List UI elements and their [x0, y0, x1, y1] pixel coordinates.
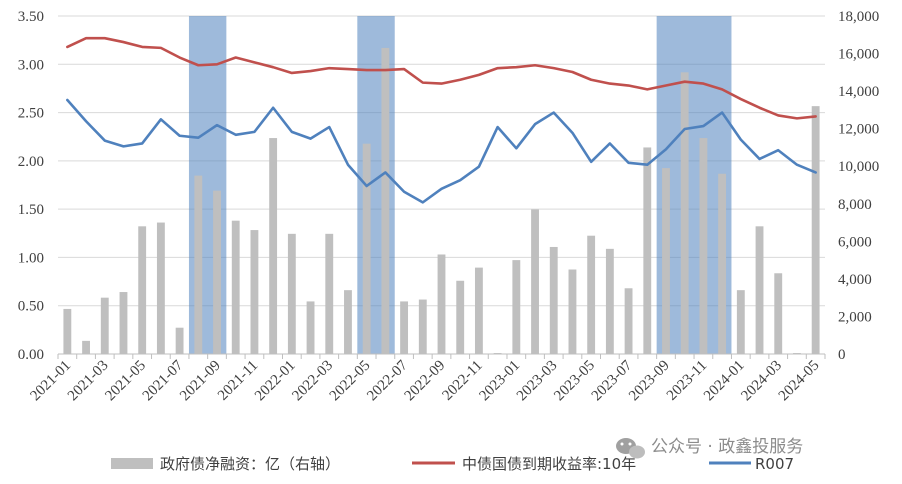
bar — [138, 226, 147, 354]
x-tick-label: 2023-03 — [514, 358, 561, 405]
bar — [194, 175, 203, 354]
x-tick-label: 2024-03 — [738, 358, 785, 405]
bar — [643, 147, 652, 354]
right-tick-label: 12,000 — [838, 122, 879, 138]
legend-label-r007: R007 — [755, 455, 794, 473]
x-tick-label: 2023-01 — [476, 358, 523, 405]
right-tick-label: 14,000 — [838, 84, 879, 100]
bar — [344, 290, 352, 354]
bar — [755, 226, 764, 354]
right-tick-label: 4,000 — [838, 272, 872, 288]
bar — [362, 143, 371, 354]
x-axis-ticks: 2021-012021-032021-052021-072021-092021-… — [28, 354, 826, 405]
bar — [63, 308, 72, 354]
right-axis-ticks: 0 2,000 4,000 6,000 8,000 10,000 12,000 14,000 1… — [838, 9, 879, 363]
x-tick-label: 2021-11 — [215, 358, 261, 404]
series-line — [66, 36, 817, 120]
bar — [605, 248, 614, 354]
right-tick-label: 6,000 — [838, 234, 872, 250]
bar — [512, 260, 521, 354]
bar — [474, 267, 483, 354]
x-tick-label: 2022-11 — [439, 358, 485, 404]
bar — [699, 138, 708, 354]
left-tick-label: 1.00 — [18, 250, 44, 266]
x-tick-label: 2022-07 — [364, 357, 411, 404]
bar — [456, 280, 465, 354]
left-tick-label: 3.50 — [18, 9, 44, 25]
series-line — [66, 98, 817, 204]
x-tick-label: 2024-05 — [776, 358, 823, 405]
left-tick-label: 0.00 — [18, 347, 44, 363]
left-tick-label: 1.50 — [18, 202, 44, 218]
right-tick-label: 8,000 — [838, 197, 872, 213]
x-tick-label: 2023-11 — [664, 358, 710, 404]
watermark-text: 公众号 · 政鑫投服务 — [651, 437, 803, 457]
bar — [680, 72, 689, 354]
bar — [287, 233, 296, 354]
bar — [568, 269, 577, 354]
x-tick-label: 2021-09 — [177, 358, 224, 405]
watermark: 公众号 · 政鑫投服务 — [616, 437, 803, 459]
x-tick-label: 2022-09 — [402, 358, 449, 405]
x-tick-label: 2021-03 — [65, 358, 112, 405]
bar — [437, 254, 446, 354]
x-tick-label: 2021-07 — [140, 357, 187, 404]
x-tick-label: 2021-05 — [102, 358, 149, 405]
x-tick-label: 2023-09 — [626, 358, 673, 405]
right-tick-label: 0 — [838, 347, 846, 363]
legend-label-bar: 政府债净融资：亿（右轴） — [160, 455, 340, 473]
legend-swatch-bar — [111, 458, 153, 469]
bar — [100, 297, 109, 354]
left-tick-label: 0.50 — [18, 299, 44, 315]
bar — [119, 292, 128, 354]
bar — [418, 299, 427, 354]
legend-label-10y: 中债国债到期收益率:10年 — [462, 455, 636, 473]
bar — [306, 301, 315, 354]
left-tick-label: 2.50 — [18, 106, 44, 122]
bar — [549, 246, 558, 354]
bar — [774, 273, 783, 354]
legend: 政府债净融资：亿（右轴） 中债国债到期收益率:10年 R007 — [111, 455, 794, 473]
wechat-icon — [616, 438, 645, 459]
bar-series — [63, 47, 820, 355]
bar — [624, 288, 633, 354]
bar — [400, 301, 409, 354]
bar — [325, 233, 334, 354]
bar — [381, 47, 390, 355]
right-tick-label: 18,000 — [838, 9, 879, 25]
right-tick-label: 10,000 — [838, 159, 879, 175]
bar — [811, 106, 820, 354]
x-tick-label: 2022-03 — [289, 358, 336, 405]
left-axis-ticks: 0.00 0.50 1.00 1.50 2.00 2.50 3.00 3.50 — [18, 9, 44, 363]
bar — [662, 168, 670, 354]
gridlines — [58, 15, 825, 307]
x-tick-label: 2024-01 — [701, 358, 748, 405]
x-tick-label: 2022-01 — [252, 358, 299, 405]
x-tick-label: 2021-01 — [28, 358, 75, 405]
x-tick-label: 2022-05 — [327, 358, 374, 405]
line-series — [66, 36, 817, 204]
left-tick-label: 2.00 — [18, 154, 44, 170]
right-tick-label: 16,000 — [838, 47, 879, 63]
bar — [736, 290, 745, 354]
bar — [175, 327, 184, 354]
x-tick-label: 2023-07 — [589, 357, 636, 404]
bar — [531, 209, 539, 354]
bar — [250, 230, 259, 354]
bar — [156, 222, 165, 354]
bar — [231, 220, 240, 354]
bar — [82, 340, 90, 354]
left-tick-label: 3.00 — [18, 57, 44, 73]
right-tick-label: 2,000 — [838, 309, 872, 325]
x-tick-label: 2023-05 — [551, 358, 598, 405]
bar — [587, 235, 596, 354]
bar — [269, 138, 278, 354]
bar — [718, 173, 727, 354]
bar — [213, 190, 221, 354]
